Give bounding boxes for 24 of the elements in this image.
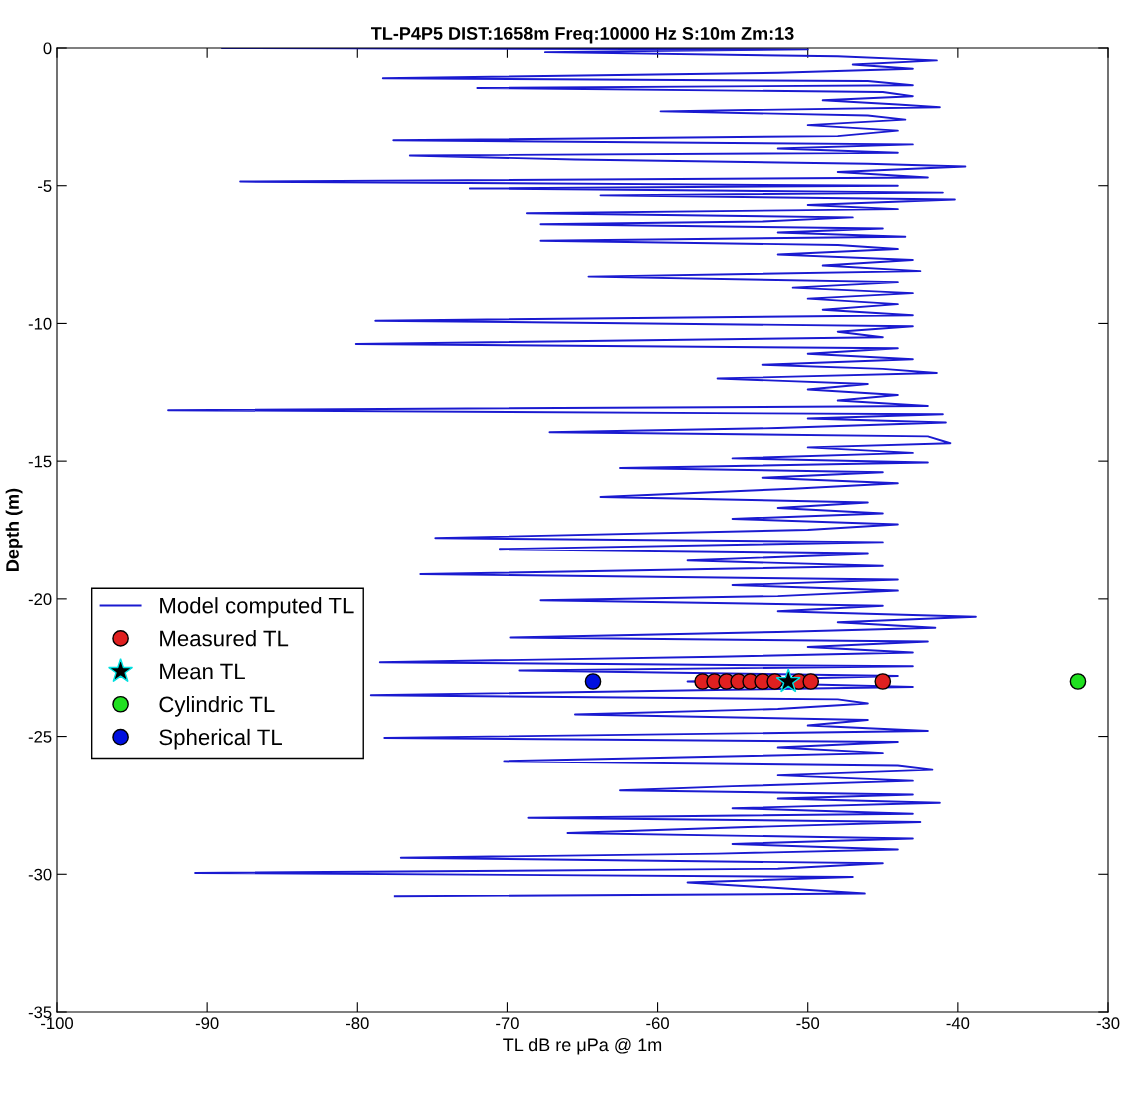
x-tick-label: -80 [345,1017,369,1030]
chart-title: TL-P4P5 DIST:1658m Freq:10000 Hz S:10m Zm:13 [370,27,794,44]
y-tick-label: -15 [28,455,52,468]
y-tick-label: -35 [28,1006,52,1019]
y-axis-title: Depth (m) [5,488,23,571]
x-axis-title: TL dB re μPa @ 1m [503,1037,662,1055]
x-tick-label: -90 [195,1017,219,1030]
x-tick-label: -60 [646,1017,669,1030]
legend-label: Model computed TL [160,597,354,618]
x-tick-label: -30 [1096,1017,1120,1030]
x-tick-label: -40 [946,1017,970,1030]
legend-label: Measured TL [160,630,289,647]
y-tick-label: -25 [28,730,52,743]
legend-label: Cylindric TL [159,695,275,717]
y-tick-label: -20 [28,593,52,606]
y-tick-label: 0 [43,42,52,55]
x-tick-label: -50 [796,1017,820,1030]
y-tick-label: -10 [28,317,52,330]
x-tick-label: -70 [496,1017,519,1030]
legend-label: Spherical TL [159,728,282,750]
y-tick-label: -30 [28,868,52,881]
legend-label: Mean TL [160,663,245,680]
y-tick-label: -5 [38,180,52,192]
x-tick-label: -100 [41,1017,74,1030]
